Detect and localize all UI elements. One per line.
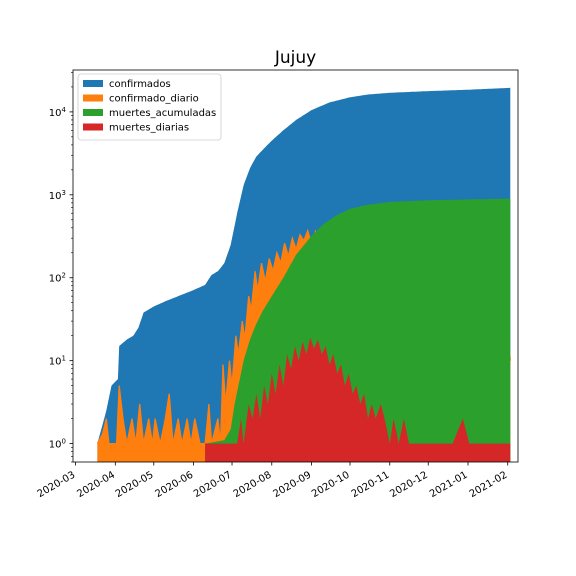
series-layer: [96, 87, 511, 462]
chart-title: Jujuy: [274, 48, 316, 68]
plot-frame: [72, 69, 519, 463]
legend-box: [77, 73, 222, 141]
y-tick-label: 102: [49, 272, 66, 285]
y-tick-label: 103: [49, 189, 66, 202]
legend-swatch-muertes_acumuladas: [83, 109, 103, 116]
y-axis: 100 101 102 103 104: [49, 72, 73, 463]
y-tick-label: 104: [49, 106, 67, 119]
legend-swatch-confirmado_diario: [83, 94, 103, 102]
legend: confirmados confirmado_diario muertes_acum…: [77, 73, 222, 141]
series-area-muertes_diarias: [205, 337, 511, 462]
y-tick-label: 101: [49, 355, 66, 368]
legend-swatch-muertes_diarias: [83, 123, 103, 131]
legend-label-confirmado_diario: confirmado_diario: [109, 94, 199, 105]
legend-label-confirmados: confirmados: [109, 79, 171, 90]
legend-label-muertes_diarias: muertes_diarias: [109, 123, 189, 134]
legend-swatch-confirmados: [83, 80, 103, 87]
legend-label-muertes_acumuladas: muertes_acumuladas: [109, 108, 216, 119]
y-tick-label: 100: [49, 438, 66, 451]
